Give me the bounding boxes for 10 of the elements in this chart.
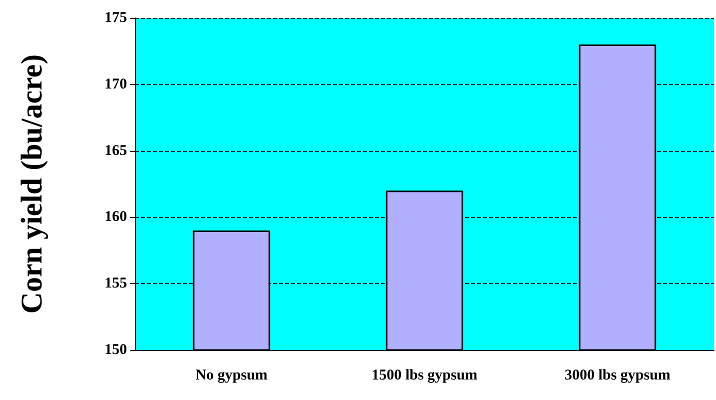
- x-tick-label: No gypsum: [195, 368, 268, 384]
- y-tick-label: 150: [104, 342, 127, 358]
- x-tick-label: 1500 lbs gypsum: [372, 368, 478, 384]
- y-tick-label: 155: [104, 276, 127, 292]
- x-tick-label: 3000 lbs gypsum: [564, 368, 671, 384]
- y-tick-label: 170: [104, 76, 127, 92]
- y-tick-label: 165: [104, 142, 127, 159]
- y-axis-title: Corn yield (bu/acre): [16, 54, 48, 314]
- y-tick-label: 175: [104, 10, 127, 26]
- y-tick-label: 160: [104, 209, 127, 226]
